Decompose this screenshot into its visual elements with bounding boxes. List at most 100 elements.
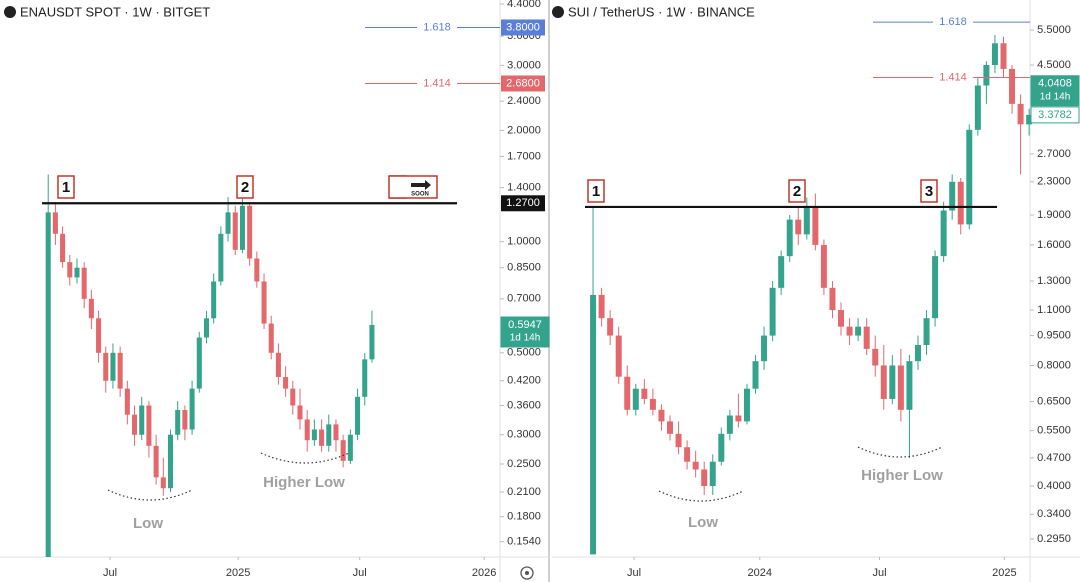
y-tick-label: 1.0000 — [507, 236, 541, 248]
candle-body — [675, 433, 682, 448]
candle-body — [889, 365, 896, 399]
y-tick-label: 0.1540 — [507, 536, 541, 548]
marker-box — [587, 179, 605, 203]
settings-icon-dot[interactable] — [525, 571, 529, 575]
fib-label-bg — [417, 19, 457, 36]
marker-box — [236, 175, 254, 199]
fib-ratio-label: 1.618 — [423, 21, 451, 33]
candle-body — [290, 388, 296, 406]
candle-body — [923, 318, 930, 345]
candle-body — [167, 434, 174, 489]
candle-body — [914, 344, 921, 362]
y-tick-label: 0.2500 — [507, 458, 541, 470]
y-tick-label: 0.4200 — [507, 375, 541, 387]
candle-body — [247, 205, 253, 259]
y-tick-label: 2.7000 — [1037, 148, 1071, 160]
y-tick-label: 1.4000 — [507, 182, 541, 194]
candle-body — [45, 212, 51, 558]
candle-body — [718, 433, 725, 462]
marker-note: SOON — [411, 192, 429, 198]
candle-body — [268, 323, 274, 353]
candle-body — [769, 287, 776, 336]
candle-body — [340, 440, 346, 461]
candle-body — [311, 429, 317, 441]
y-tick-label: 0.5000 — [507, 347, 541, 359]
y-tick-label: 0.2950 — [1037, 533, 1071, 545]
candle-body — [355, 396, 361, 435]
y-tick-label: 0.1800 — [507, 511, 541, 523]
x-tick-label: Jul — [103, 567, 117, 579]
y-tick-label: 1.3000 — [1037, 275, 1071, 287]
candle-body — [52, 212, 58, 234]
candle-body — [624, 376, 631, 410]
candle-body — [940, 210, 947, 257]
price-badge — [501, 195, 545, 212]
candle-body — [319, 429, 325, 446]
y-tick-label: 4.5000 — [1037, 59, 1071, 71]
candle-body — [786, 219, 793, 257]
y-tick-label: 2.0000 — [507, 124, 541, 136]
candle-body — [67, 262, 73, 278]
candle-body — [96, 318, 102, 353]
marker-label: 1 — [592, 183, 600, 200]
candle-body — [598, 294, 605, 319]
candle-body — [110, 352, 116, 381]
candle-body — [88, 298, 94, 319]
candle-body — [803, 206, 810, 235]
candle-body — [932, 256, 939, 319]
candle-body — [658, 409, 665, 422]
x-tick-label: 2026 — [472, 567, 496, 579]
settings-icon-ring[interactable] — [520, 566, 534, 580]
marker-label: 2 — [793, 183, 801, 200]
candle-body — [369, 324, 375, 360]
marker-box — [788, 179, 806, 203]
y-tick-label: 0.8500 — [507, 262, 541, 274]
y-tick-label: 1.7000 — [507, 150, 541, 162]
dotted-arc — [260, 452, 350, 464]
price-badge-countdown: 1d 14h — [1040, 91, 1071, 102]
candle-body — [726, 415, 733, 434]
candle-body — [117, 352, 123, 389]
chart-panel: SUI / TetherUS · 1W · BINANCE 0.2950 0.340… — [552, 4, 1080, 579]
annotation-label: Low — [688, 514, 718, 531]
candle-body — [81, 267, 87, 299]
fib-ratio-label: 1.414 — [423, 77, 451, 89]
candle-body — [74, 267, 80, 278]
x-tick-label: 2024 — [748, 567, 772, 579]
candle-body — [333, 424, 339, 441]
y-tick-label: 0.5500 — [1037, 425, 1071, 437]
chart-panel: ENAUSDT SPOT · 1W · BITGET 0.1540 0.1800 0.… — [4, 0, 550, 579]
candle-body — [957, 181, 964, 225]
price-badge-label: 3.8000 — [506, 21, 540, 33]
candle-body — [203, 318, 209, 338]
candle-body — [326, 424, 332, 446]
fib-ratio-label: 1.618 — [939, 16, 967, 28]
x-tick-label: 2025 — [226, 567, 250, 579]
candle-body — [991, 43, 998, 66]
x-tick-label: 2025 — [992, 567, 1016, 579]
candle-body — [261, 281, 267, 324]
y-tick-label: 4.4000 — [507, 0, 541, 10]
marker-box — [920, 179, 938, 203]
marker-label: 2 — [241, 179, 249, 196]
candle-body — [60, 233, 66, 263]
x-tick-label: Jul — [627, 567, 641, 579]
candle-body — [667, 421, 673, 434]
candle-body — [761, 335, 768, 362]
chart-title: SUI / TetherUS · 1W · BINANCE — [568, 4, 755, 19]
candle-body — [304, 419, 310, 441]
y-tick-label: 3.0000 — [507, 59, 541, 71]
marker-label: 1 — [62, 179, 70, 196]
candle-body — [778, 256, 785, 288]
settings-icon[interactable] — [520, 566, 534, 580]
y-tick-label: 0.4700 — [1037, 452, 1071, 464]
price-badge — [501, 19, 545, 36]
candle-body — [590, 294, 597, 555]
candle-body — [838, 310, 845, 327]
candle-body — [175, 410, 181, 435]
y-tick-label: 0.3600 — [507, 399, 541, 411]
candle-body — [974, 85, 981, 130]
candle-body — [966, 129, 973, 225]
candle-body — [872, 348, 879, 366]
y-tick-label: 1.6000 — [1037, 239, 1071, 251]
